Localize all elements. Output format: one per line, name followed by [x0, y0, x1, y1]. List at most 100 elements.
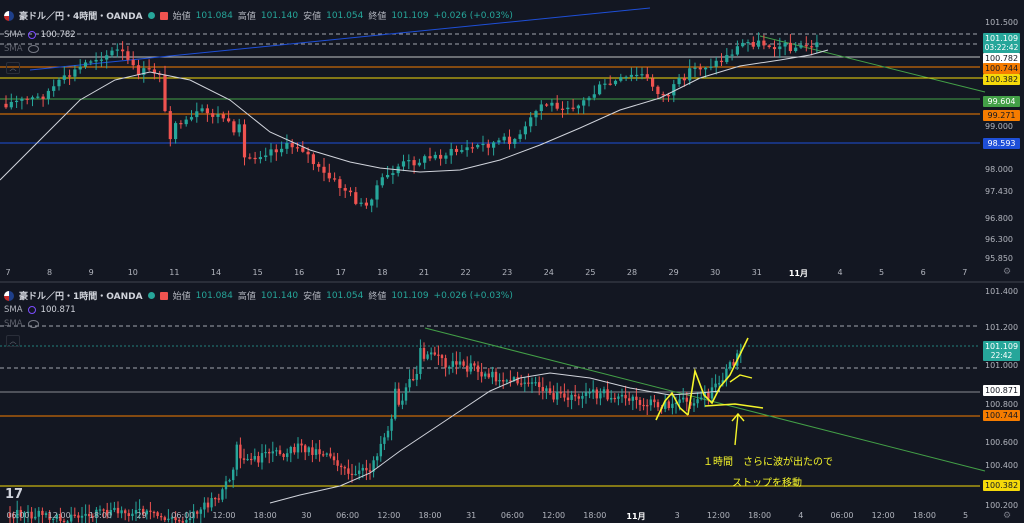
sma-legend-1h[interactable]: SMA 100.871 — [4, 305, 76, 315]
candle-body — [327, 172, 331, 179]
sma-value: 100.782 — [40, 30, 76, 40]
hidden-eye-icon[interactable] — [27, 320, 39, 328]
candle-body — [131, 59, 135, 66]
candle-body — [304, 445, 307, 453]
candle-body — [224, 481, 228, 490]
candle-body — [523, 126, 527, 135]
collapse-chevron-icon[interactable]: ︿ — [6, 62, 20, 74]
candle-body — [455, 361, 458, 365]
candle-body — [698, 67, 702, 70]
candle-body — [184, 119, 188, 125]
open-label: 始値 — [172, 292, 191, 302]
candle-body — [66, 521, 69, 523]
candle-body — [804, 45, 808, 47]
candle-body — [116, 507, 120, 514]
candle-body — [338, 179, 342, 189]
candle-body — [73, 69, 77, 77]
candle-body — [419, 347, 422, 374]
annotation-note-line2[interactable]: ストップを移動 — [732, 478, 802, 489]
candle-body — [714, 383, 717, 388]
symbol-title[interactable]: 豪ドル／円・1時間・OANDA — [19, 292, 143, 302]
candle-body — [566, 107, 570, 110]
candle-body — [354, 473, 357, 476]
x-tick: 06:00 — [830, 511, 854, 520]
y-tick: 97.430 — [985, 187, 1013, 196]
y-tick: 101.500 — [985, 18, 1019, 27]
candle-body — [152, 511, 156, 514]
chart-pane-4h[interactable]: 豪ドル／円・4時間・OANDA 始値 101.084 高値 101.140 安値 10… — [0, 0, 1024, 282]
hidden-eye-icon[interactable] — [27, 45, 39, 53]
sma-label: SMA — [4, 30, 23, 40]
candle-body — [237, 124, 241, 133]
candle-body — [307, 447, 310, 453]
candle-body — [505, 380, 508, 382]
candle-body — [570, 394, 573, 400]
candle-body — [185, 520, 188, 523]
candle-body — [370, 199, 374, 206]
candle-body — [530, 382, 534, 384]
price-tag: 101.109 — [983, 341, 1020, 352]
candle-body — [391, 173, 395, 175]
symbol-title[interactable]: 豪ドル／円・4時間・OANDA — [19, 12, 143, 22]
candle-body — [574, 394, 577, 397]
candle-body — [484, 373, 487, 377]
sma-settings-icon[interactable] — [27, 306, 36, 314]
candle-body — [462, 361, 465, 366]
candle-body — [426, 354, 429, 359]
candle-body — [55, 514, 58, 519]
candle-body — [46, 90, 50, 100]
candle-body — [136, 65, 141, 75]
candle-body — [20, 98, 24, 101]
candle-body — [264, 451, 267, 454]
candle-body — [613, 397, 616, 400]
candle-body — [317, 164, 321, 167]
axis-settings-icon[interactable]: ⚙ — [1003, 267, 1012, 277]
candle-body — [751, 42, 755, 47]
x-tick: 7 — [5, 268, 11, 277]
x-tick: 18:00 — [912, 511, 936, 520]
candle-body — [232, 469, 235, 481]
chart-canvas-4h[interactable] — [0, 0, 1024, 282]
sma-legend-4h[interactable]: SMA 100.782 — [4, 30, 76, 40]
candle-body — [538, 382, 541, 388]
y-tick: 99.000 — [985, 122, 1013, 131]
candle-body — [77, 515, 80, 518]
candle-body — [83, 62, 88, 67]
candle-body — [145, 510, 148, 515]
candle-body — [232, 121, 236, 133]
x-tick: 8 — [47, 268, 53, 277]
annotation-note-line1[interactable]: １時間 さらに波が出たので — [703, 457, 833, 468]
candle-body — [685, 397, 688, 402]
candle-body — [156, 512, 159, 517]
chart-canvas-1h[interactable] — [0, 283, 1024, 523]
candle-body — [428, 156, 432, 159]
candle-body — [301, 147, 305, 152]
candle-body — [470, 147, 474, 149]
pane-separator[interactable] — [0, 281, 1024, 283]
candle-body — [138, 508, 141, 511]
chart-pane-1h[interactable]: 豪ドル／円・1時間・OANDA 始値 101.084 高値 101.140 安値 10… — [0, 283, 1024, 523]
candle-body — [333, 178, 337, 180]
axis-settings-icon[interactable]: ⚙ — [1003, 511, 1012, 521]
candle-body — [206, 502, 210, 508]
sma2-legend-1h[interactable]: SMA — [4, 319, 39, 329]
candle-body — [741, 42, 745, 47]
candle-body — [390, 418, 393, 431]
candle-body — [552, 393, 555, 400]
y-tick: 100.600 — [985, 438, 1019, 447]
candle-body — [502, 380, 505, 382]
candle-body — [124, 510, 127, 514]
sma-settings-icon[interactable] — [27, 31, 36, 39]
x-tick: 12:00 — [706, 511, 730, 520]
candle-body — [372, 460, 375, 472]
candle-body — [757, 40, 761, 47]
candle-body — [602, 389, 606, 394]
candle-body — [109, 509, 112, 516]
candle-body — [34, 516, 37, 519]
candle-body — [192, 511, 195, 519]
candle-body — [480, 371, 483, 377]
collapse-chevron-icon[interactable]: ︿ — [6, 335, 20, 347]
tradingview-logo-icon[interactable]: 17 — [5, 487, 24, 502]
candle-body — [216, 114, 220, 117]
sma2-legend-4h[interactable]: SMA — [4, 44, 39, 54]
